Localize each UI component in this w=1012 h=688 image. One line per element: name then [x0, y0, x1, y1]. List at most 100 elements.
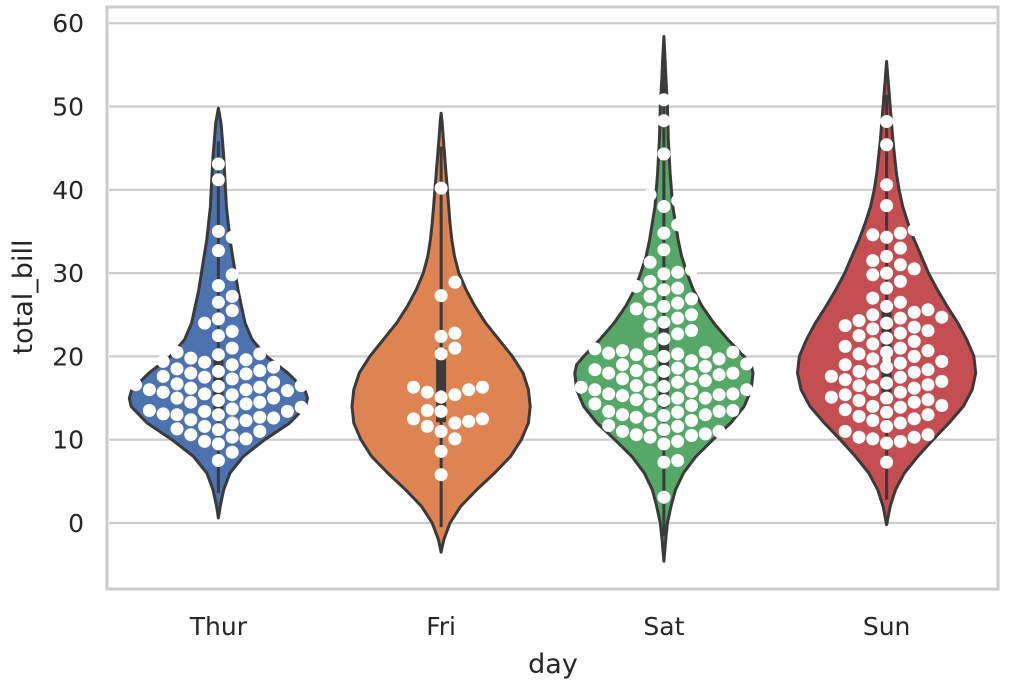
- y-tick-label-40: 40: [52, 176, 84, 205]
- point-sat-63: [602, 346, 616, 360]
- point-sat-85: [629, 279, 643, 293]
- y-tick-label-60: 60: [52, 9, 84, 38]
- point-thur-34: [239, 383, 253, 397]
- point-fri-18: [448, 341, 462, 355]
- point-sat-34: [726, 387, 740, 401]
- point-sat-26: [588, 397, 602, 411]
- point-thur-18: [156, 407, 170, 421]
- point-sun-5: [852, 430, 866, 444]
- point-fri-8: [476, 412, 489, 426]
- point-sun-13: [921, 408, 935, 422]
- point-sat-4: [671, 434, 685, 448]
- point-sat-33: [602, 387, 616, 401]
- point-thur-44: [225, 372, 239, 386]
- point-sun-53: [852, 329, 866, 343]
- point-sat-43: [698, 374, 712, 388]
- y-tick-label-30: 30: [52, 259, 84, 288]
- point-sun-78: [880, 230, 894, 244]
- point-sun-17: [866, 399, 880, 413]
- point-sun-41: [893, 356, 907, 370]
- point-sat-18: [698, 408, 712, 422]
- point-sat-35: [643, 385, 657, 399]
- point-sat-52: [588, 363, 602, 377]
- point-fri-12: [448, 388, 462, 402]
- point-thur-49: [211, 364, 225, 378]
- point-thur-70: [225, 268, 239, 282]
- point-sun-47: [921, 344, 935, 358]
- point-sun-59: [880, 316, 894, 330]
- point-sun-18: [935, 399, 949, 412]
- point-sat-28: [629, 393, 643, 407]
- point-sun-19: [907, 395, 921, 409]
- point-sun-58: [838, 319, 852, 333]
- point-sun-66: [880, 299, 894, 313]
- point-sat-70: [657, 332, 671, 346]
- point-sun-82: [880, 199, 894, 213]
- point-thur-17: [170, 408, 184, 422]
- point-sun-64: [907, 305, 921, 319]
- point-sun-2: [893, 434, 907, 448]
- point-thur-50: [253, 364, 267, 378]
- point-thur-52: [267, 360, 281, 374]
- point-thur-58: [211, 348, 225, 362]
- point-thur-10: [198, 419, 212, 433]
- point-sat-64: [698, 345, 712, 359]
- point-thur-45: [198, 370, 212, 384]
- point-sun-80: [893, 226, 907, 240]
- point-sat-48: [602, 366, 616, 380]
- point-sat-54: [698, 359, 712, 373]
- point-sun-32: [838, 373, 852, 387]
- point-fri-3: [434, 424, 448, 438]
- y-tick-label-0: 0: [68, 509, 84, 538]
- point-thur-69: [211, 279, 225, 293]
- point-sat-12: [671, 419, 685, 433]
- point-sat-84: [671, 281, 685, 295]
- point-thur-56: [239, 353, 253, 367]
- point-sat-5: [643, 430, 657, 444]
- point-sun-20: [852, 394, 866, 407]
- point-sat-39: [574, 380, 588, 394]
- point-sun-33: [893, 370, 907, 384]
- point-sat-36: [685, 384, 698, 398]
- point-thur-51: [170, 362, 184, 376]
- point-thur-66: [225, 304, 239, 318]
- point-sat-74: [657, 315, 671, 329]
- point-sat-7: [629, 428, 643, 442]
- point-sat-55: [616, 358, 629, 372]
- point-sun-15: [838, 403, 852, 417]
- point-sat-92: [657, 226, 671, 240]
- point-sun-46: [880, 345, 894, 359]
- point-sat-38: [740, 383, 754, 397]
- point-sun-9: [893, 416, 907, 430]
- point-fri-16: [476, 380, 489, 394]
- y-tick-label-20: 20: [52, 342, 84, 371]
- point-sun-38: [921, 363, 935, 377]
- point-sat-71: [671, 327, 685, 341]
- point-sun-6: [921, 428, 935, 442]
- point-sun-52: [880, 331, 894, 345]
- point-sun-55: [921, 324, 935, 338]
- y-axis-title: total_bill: [8, 240, 39, 355]
- point-fri-4: [420, 419, 434, 433]
- point-thur-11: [225, 416, 239, 430]
- point-sun-69: [880, 281, 894, 295]
- point-sat-67: [588, 342, 602, 356]
- point-thur-12: [239, 414, 253, 427]
- point-sun-28: [852, 379, 866, 393]
- point-thur-21: [142, 404, 156, 417]
- point-sat-32: [712, 388, 726, 402]
- point-sat-22: [602, 404, 616, 418]
- point-thur-74: [211, 173, 225, 187]
- point-fri-2: [448, 432, 462, 446]
- point-sat-10: [712, 424, 726, 438]
- point-thur-61: [225, 341, 239, 355]
- point-sun-11: [907, 412, 921, 426]
- point-sat-78: [629, 302, 643, 316]
- point-thur-54: [198, 355, 212, 369]
- point-sun-57: [907, 320, 921, 334]
- point-thur-48: [184, 366, 198, 380]
- point-sat-44: [616, 372, 629, 386]
- point-sat-79: [657, 299, 671, 313]
- point-thur-35: [142, 383, 156, 397]
- point-sun-70: [893, 274, 907, 288]
